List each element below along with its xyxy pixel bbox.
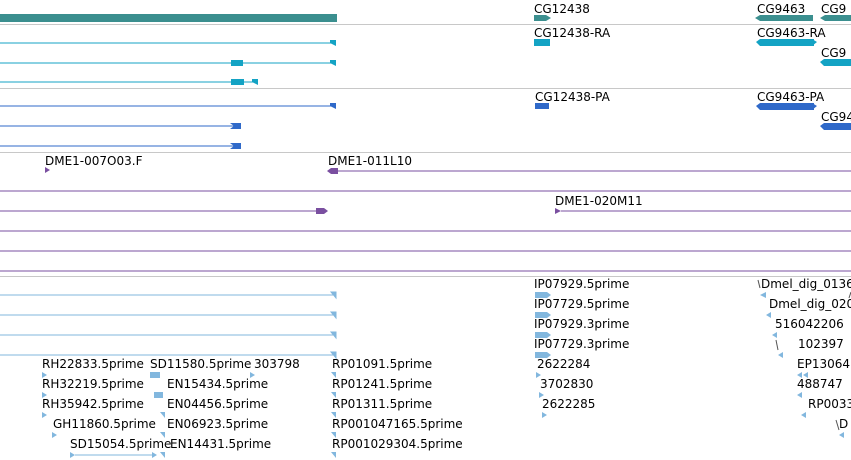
clone-label-dme1-011l10[interactable]: DME1-011L10 — [328, 154, 412, 168]
est-label-sd15054[interactable]: SD15054.5prime — [70, 437, 172, 451]
transcript-label-cg9463-ra[interactable]: CG9463-RA — [757, 26, 826, 40]
est-label-en06923[interactable]: EN06923.5prime — [167, 417, 269, 431]
clone-label-dme1-007o03[interactable]: DME1-007O03.F — [45, 154, 143, 168]
protein-lines[interactable] — [0, 98, 340, 152]
est-label-rp01091[interactable]: RP01091.5prime — [332, 357, 433, 371]
est-label-en04456[interactable]: EN04456.5prime — [167, 397, 269, 411]
protein-label-cg12438-pa[interactable]: CG12438-PA — [535, 90, 610, 104]
protein-cg94-partial[interactable] — [820, 122, 851, 132]
est-label-303798[interactable]: 303798 — [254, 357, 300, 371]
est-label-ip07729-3[interactable]: IP07729.3prime — [534, 337, 630, 351]
est-label-dmel-dig-020[interactable]: Dmel_dig_020 — [769, 297, 851, 311]
gene-label-cg9-partial[interactable]: CG9 — [821, 2, 847, 16]
est-features[interactable] — [0, 278, 851, 460]
transcript-cg12438-ra[interactable] — [534, 39, 550, 46]
gene-feature-bar[interactable] — [0, 14, 337, 22]
track-separator — [0, 152, 851, 153]
est-label-102397[interactable]: 102397 — [798, 337, 844, 351]
est-label-rh32219[interactable]: RH32219.5prime — [42, 377, 144, 391]
est-label-rp001047165[interactable]: RP001047165.5prime — [332, 417, 463, 431]
track-separator — [0, 276, 851, 277]
est-label-rp01241[interactable]: RP01241.5prime — [332, 377, 433, 391]
est-label-rh35942[interactable]: RH35942.5prime — [42, 397, 144, 411]
est-label-rp01311[interactable]: RP01311.5prime — [332, 397, 433, 411]
track-separator — [0, 88, 851, 89]
transcript-lines[interactable] — [0, 34, 340, 86]
transcript-cg9463-ra[interactable] — [756, 38, 818, 48]
est-label-5160422061[interactable]: 516042206 — [775, 317, 844, 331]
protein-label-cg9463-pa[interactable]: CG9463-PA — [757, 90, 825, 104]
est-label-rp0033[interactable]: RP0033 — [808, 397, 851, 411]
est-label-3702830[interactable]: 3702830 — [540, 377, 594, 391]
est-label-ip07929-5[interactable]: IP07929.5prime — [534, 277, 630, 291]
protein-label-cg94-partial[interactable]: CG94 — [821, 110, 851, 124]
gene-label-cg9463[interactable]: CG9463 — [757, 2, 806, 16]
est-label-en14431[interactable]: EN14431.5prime — [170, 437, 272, 451]
protein-cg12438-pa[interactable] — [535, 103, 549, 109]
est-label-d-partial[interactable]: D — [839, 417, 849, 431]
transcript-label-cg9-partial[interactable]: CG9 — [821, 46, 847, 60]
gene-label-cg12438[interactable]: CG12438 — [534, 2, 590, 16]
gene-feature-cg9-partial[interactable] — [820, 14, 851, 24]
est-label-ep13064[interactable]: EP13064 — [797, 357, 850, 371]
est-label-dmel-dig-0136[interactable]: Dmel_dig_0136 — [761, 277, 851, 291]
clone-lines[interactable] — [0, 162, 851, 274]
est-label-2622285[interactable]: 2622285 — [542, 397, 596, 411]
est-label-sd11580[interactable]: SD11580.5prime — [150, 357, 252, 371]
gene-feature-cg9463[interactable] — [755, 14, 815, 24]
est-label-rp001029304[interactable]: RP001029304.5prime — [332, 437, 463, 451]
est-label-ip07729-5[interactable]: IP07729.5prime — [534, 297, 630, 311]
est-label-2622284[interactable]: 2622284 — [537, 357, 591, 371]
est-label-rh22833[interactable]: RH22833.5prime — [42, 357, 144, 371]
est-label-ip07929-3[interactable]: IP07929.3prime — [534, 317, 630, 331]
gene-feature-cg12438[interactable] — [534, 14, 552, 24]
transcript-label-cg12438-ra[interactable]: CG12438-RA — [534, 26, 611, 40]
est-label-en15434[interactable]: EN15434.5prime — [167, 377, 269, 391]
transcript-cg9-partial[interactable] — [820, 58, 851, 68]
est-label-488747[interactable]: 488747 — [797, 377, 843, 391]
protein-cg9463-pa[interactable] — [756, 102, 818, 112]
clone-label-dme1-020m11[interactable]: DME1-020M11 — [555, 194, 643, 208]
track-separator — [0, 24, 851, 25]
est-label-gh11860[interactable]: GH11860.5prime — [53, 417, 156, 431]
